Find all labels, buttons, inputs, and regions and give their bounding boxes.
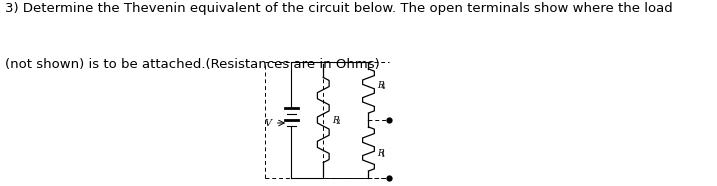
- Text: R: R: [377, 81, 384, 89]
- Text: 2: 2: [336, 118, 340, 126]
- Text: (not shown) is to be attached.(Resistances are in Ohms): (not shown) is to be attached.(Resistanc…: [5, 58, 379, 71]
- Text: R: R: [377, 148, 384, 158]
- Text: 3) Determine the Thevenin equivalent of the circuit below. The open terminals sh: 3) Determine the Thevenin equivalent of …: [5, 2, 673, 15]
- Text: 4: 4: [381, 83, 385, 91]
- Text: V: V: [265, 118, 271, 127]
- Text: 1: 1: [381, 151, 385, 159]
- Text: R: R: [332, 116, 338, 124]
